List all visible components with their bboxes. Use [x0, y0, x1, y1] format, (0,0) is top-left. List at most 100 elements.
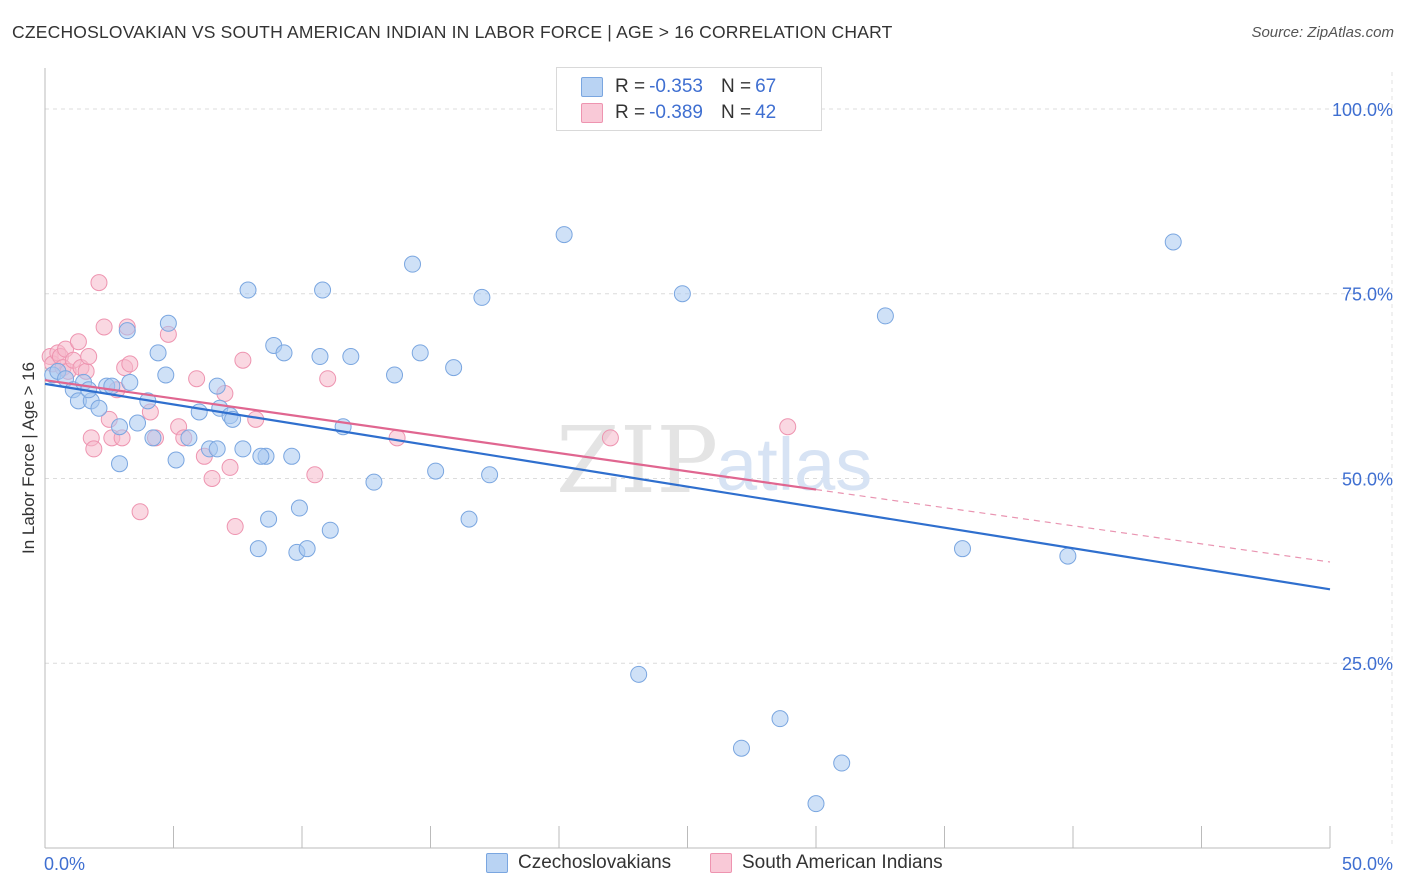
legend-n-value: 42 [755, 102, 777, 123]
point-czechoslovakians [321, 521, 339, 539]
point-south-american-indians [601, 429, 619, 447]
point-south-american-indians [69, 333, 87, 351]
point-czechoslovakians [445, 359, 463, 377]
axes [44, 68, 1331, 849]
x-tick-label: 0.0% [44, 854, 85, 874]
legend-n-label: N = [720, 102, 752, 123]
point-south-american-indians [131, 503, 149, 521]
point-czechoslovakians [771, 710, 789, 728]
point-czechoslovakians [252, 447, 270, 465]
point-south-american-indians [121, 355, 139, 373]
point-czechoslovakians [121, 373, 139, 391]
legend-swatch-pink [710, 853, 732, 873]
stats-legend: R = -0.353 N = 67 R = -0.389 N = 42 [556, 67, 822, 131]
legend-n-value: 67 [755, 76, 777, 97]
point-czechoslovakians [290, 499, 308, 517]
legend-item-south-american-indians[interactable]: South American Indians [710, 852, 943, 874]
point-czechoslovakians [807, 795, 825, 813]
series-czechoslovakians-points [44, 226, 1182, 813]
point-czechoslovakians [208, 440, 226, 458]
trend-line-south-american-indians [44, 379, 817, 491]
legend-label-czechoslovakians: Czechoslovakians [518, 852, 672, 873]
point-south-american-indians [221, 458, 239, 476]
point-czechoslovakians [732, 739, 750, 757]
point-czechoslovakians [159, 314, 177, 332]
point-south-american-indians [90, 274, 108, 292]
point-czechoslovakians [234, 440, 252, 458]
point-czechoslovakians [129, 414, 147, 432]
point-czechoslovakians [298, 540, 316, 558]
watermark-zip: ZIP [556, 407, 718, 514]
point-czechoslovakians [630, 665, 648, 683]
point-czechoslovakians [180, 429, 198, 447]
tick-labels: 25.0% 50.0% 75.0% 100.0% 0.0% 50.0% [44, 100, 1393, 874]
point-czechoslovakians [555, 226, 573, 244]
chart-title: CZECHOSLOVAKIAN VS SOUTH AMERICAN INDIAN… [12, 22, 893, 42]
point-czechoslovakians [481, 466, 499, 484]
point-czechoslovakians [1164, 233, 1182, 251]
point-czechoslovakians [365, 473, 383, 491]
y-tick-label: 50.0% [1342, 469, 1393, 489]
point-czechoslovakians [157, 366, 175, 384]
point-czechoslovakians [314, 281, 332, 299]
legend-r-label: R = [615, 76, 646, 97]
legend-row-south-american-indians: R = -0.389 N = 42 [581, 101, 776, 125]
point-south-american-indians [95, 318, 113, 336]
point-czechoslovakians [239, 281, 257, 299]
point-czechoslovakians [460, 510, 478, 528]
watermark: ZIP atlas [556, 407, 872, 514]
point-czechoslovakians [473, 288, 491, 306]
point-czechoslovakians [342, 348, 360, 366]
point-czechoslovakians [111, 418, 129, 436]
trend-line-czechoslovakians [44, 382, 1331, 591]
point-south-american-indians [85, 440, 103, 458]
point-czechoslovakians [111, 455, 129, 473]
point-czechoslovakians [118, 322, 136, 340]
point-czechoslovakians [208, 377, 226, 395]
point-czechoslovakians [144, 429, 162, 447]
point-south-american-indians [188, 370, 206, 388]
point-czechoslovakians [249, 540, 267, 558]
point-czechoslovakians [90, 399, 108, 417]
point-czechoslovakians [149, 344, 167, 362]
point-south-american-indians [319, 370, 337, 388]
point-czechoslovakians [876, 307, 894, 325]
legend-row-czechoslovakians: R = -0.353 N = 67 [581, 75, 776, 99]
point-czechoslovakians [953, 540, 971, 558]
legend-swatch-pink [581, 103, 603, 123]
point-czechoslovakians [311, 348, 329, 366]
trend-lines [44, 379, 1331, 591]
y-tick-label: 100.0% [1332, 100, 1393, 120]
legend-swatch-blue [486, 853, 508, 873]
point-czechoslovakians [833, 754, 851, 772]
point-czechoslovakians [386, 366, 404, 384]
point-czechoslovakians [427, 462, 445, 480]
point-czechoslovakians [1059, 547, 1077, 565]
y-axis-label: In Labor Force | Age > 16 [19, 362, 38, 554]
point-czechoslovakians [673, 285, 691, 303]
point-south-american-indians [80, 348, 98, 366]
chart-source: Source: ZipAtlas.com [1251, 24, 1394, 41]
legend-r-value: -0.389 [649, 102, 703, 123]
point-south-american-indians [234, 351, 252, 369]
legend-item-czechoslovakians[interactable]: Czechoslovakians [486, 852, 671, 874]
legend-r-value: -0.353 [649, 76, 703, 97]
point-south-american-indians [306, 466, 324, 484]
trend-line-south-american-indians-extension [815, 488, 1331, 563]
grid-lines [45, 72, 1393, 848]
legend-swatch-blue [581, 77, 603, 97]
point-czechoslovakians [275, 344, 293, 362]
point-south-american-indians [779, 418, 797, 436]
series-legend: Czechoslovakians South American Indians [0, 852, 1406, 878]
legend-r-label: R = [615, 102, 646, 123]
watermark-atlas: atlas [716, 423, 872, 506]
point-south-american-indians [226, 518, 244, 536]
point-south-american-indians [203, 469, 221, 487]
point-czechoslovakians [411, 344, 429, 362]
point-czechoslovakians [167, 451, 185, 469]
point-czechoslovakians [190, 403, 208, 421]
point-czechoslovakians [283, 447, 301, 465]
point-south-american-indians [388, 429, 406, 447]
point-czechoslovakians [103, 377, 121, 395]
